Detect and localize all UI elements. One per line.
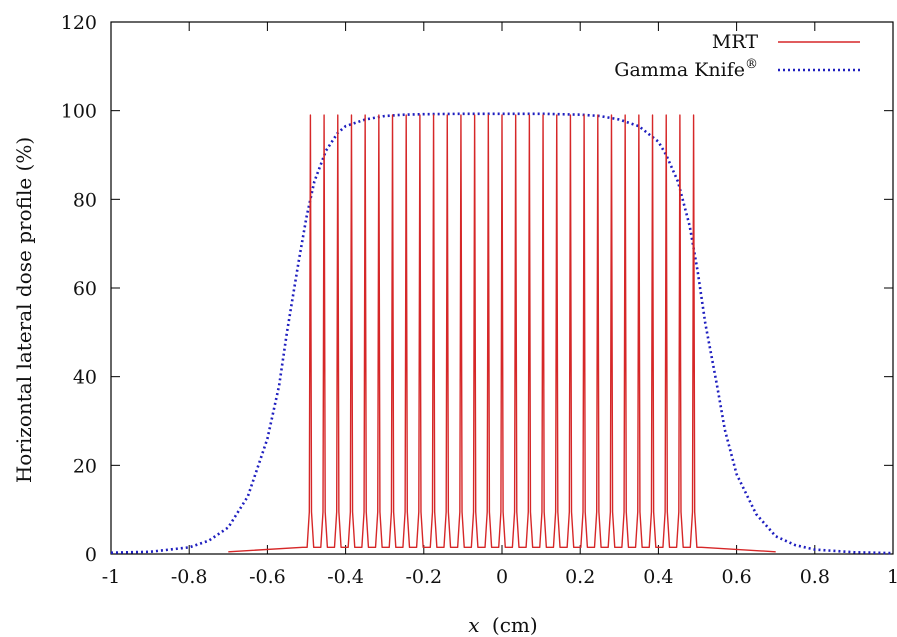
x-axis-variable: x (468, 613, 479, 637)
x-tick-label: 0 (496, 566, 508, 588)
y-tick-label: 40 (73, 367, 97, 389)
x-tick-label: 0.8 (800, 566, 830, 588)
legend-label-gamma-knife: Gamma Knife® (614, 57, 758, 81)
y-tick-label: 100 (61, 101, 97, 123)
legend-entry-gamma-knife: Gamma Knife® (614, 57, 860, 81)
x-axis-unit: (cm) (492, 613, 538, 637)
series-line-gamma-knife (110, 112, 894, 555)
x-tick-label: 0.2 (565, 566, 595, 588)
tick-labels: -1 -0.8 -0.6 -0.4 -0.2 0 0.2 0.4 0.6 0.8 1 0 20 40 60 8… (61, 12, 897, 588)
x-tick-label: -0.6 (249, 566, 286, 588)
x-tick-label: 0.4 (643, 566, 673, 588)
x-tick-label: -1 (102, 566, 121, 588)
x-tick-label: -0.2 (405, 566, 442, 588)
y-axis-label: Horizontal lateral dose profile (%) (12, 137, 36, 483)
legend-entry-mrt: MRT (712, 31, 860, 53)
legend: MRT Gamma Knife® (614, 31, 860, 81)
y-tick-label: 20 (73, 455, 97, 477)
x-tick-label: 0.6 (721, 566, 751, 588)
axis-ticks (110, 21, 894, 555)
series-lines (110, 112, 894, 555)
x-tick-label: 1 (887, 566, 897, 588)
legend-label-mrt: MRT (712, 31, 758, 53)
legend-label-gamma-knife-text: Gamma Knife (614, 59, 745, 81)
y-tick-label: 120 (61, 12, 97, 34)
y-tick-label: 60 (73, 278, 97, 300)
y-tick-label: 80 (73, 189, 97, 211)
x-axis-label: x (cm) (468, 613, 537, 637)
x-tick-label: -0.8 (171, 566, 208, 588)
series-line-mrt (228, 114, 776, 553)
x-tick-label: -0.4 (327, 566, 364, 588)
legend-label-gamma-knife-mark: ® (745, 57, 758, 72)
y-tick-label: 0 (85, 544, 97, 566)
